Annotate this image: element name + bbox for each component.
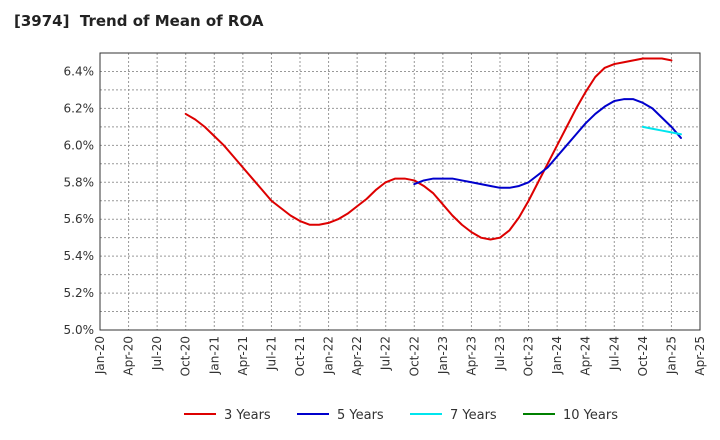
- x-tick-label: Jan-23: [436, 336, 450, 375]
- y-tick-label: 5.4%: [64, 249, 95, 263]
- x-tick-label: Apr-21: [236, 336, 250, 376]
- x-tick-label: Apr-23: [464, 336, 478, 376]
- x-tick-label: Jan-22: [322, 336, 336, 375]
- x-tick-label: Jan-25: [664, 336, 678, 375]
- x-tick-label: Oct-23: [522, 336, 536, 376]
- x-tick-label: Apr-25: [693, 336, 707, 376]
- x-tick-label: Jul-20: [150, 336, 164, 371]
- legend-label: 7 Years: [450, 408, 497, 423]
- y-tick-label: 5.6%: [64, 212, 95, 226]
- x-tick-label: Oct-22: [407, 336, 421, 376]
- y-tick-label: 6.2%: [64, 101, 95, 115]
- x-tick-label: Apr-20: [122, 336, 136, 376]
- x-tick-label: Apr-22: [350, 336, 364, 376]
- legend-label: 10 Years: [563, 408, 618, 423]
- x-tick-label: Jul-22: [379, 336, 393, 371]
- y-tick-label: 6.4%: [64, 64, 95, 78]
- x-tick-label: Jan-24: [550, 336, 564, 375]
- chart-title: [3974] Trend of Mean of ROA: [14, 12, 264, 30]
- x-tick-label: Apr-24: [579, 336, 593, 376]
- legend: 3 Years 5 Years 7 Years 10 Years: [184, 408, 618, 423]
- plot-frame: [99, 52, 701, 331]
- x-tick-label: Jan-20: [93, 336, 107, 375]
- y-tick-label: 5.0%: [64, 323, 95, 337]
- legend-label: 3 Years: [224, 408, 271, 423]
- x-tick-label: Oct-24: [636, 336, 650, 376]
- legend-label: 5 Years: [337, 408, 384, 423]
- y-tick-label: 5.8%: [64, 175, 95, 189]
- x-axis-ticks: Jan-20 Apr-20 Jul-20 Oct-20 Jan-21 Apr-21 Jul-…: [93, 336, 707, 376]
- y-axis-ticks: 5.0% 5.2% 5.4% 5.6% 5.8% 6.0% 6.2% 6.4%: [64, 64, 95, 337]
- series-line-5-years: [413, 98, 682, 189]
- gridlines: [100, 53, 700, 330]
- series-line-3-years: [184, 57, 673, 241]
- x-tick-label: Oct-20: [179, 336, 193, 376]
- x-tick-label: Jan-21: [207, 336, 221, 375]
- x-tick-label: Oct-21: [293, 336, 307, 376]
- y-tick-label: 6.0%: [64, 138, 95, 152]
- series-line-7-years: [641, 125, 682, 136]
- x-tick-label: Jul-24: [607, 336, 621, 371]
- series-lines: [184, 57, 682, 241]
- x-tick-label: Jul-21: [264, 336, 278, 371]
- y-tick-label: 5.2%: [64, 286, 95, 300]
- x-tick-label: Jul-23: [493, 336, 507, 371]
